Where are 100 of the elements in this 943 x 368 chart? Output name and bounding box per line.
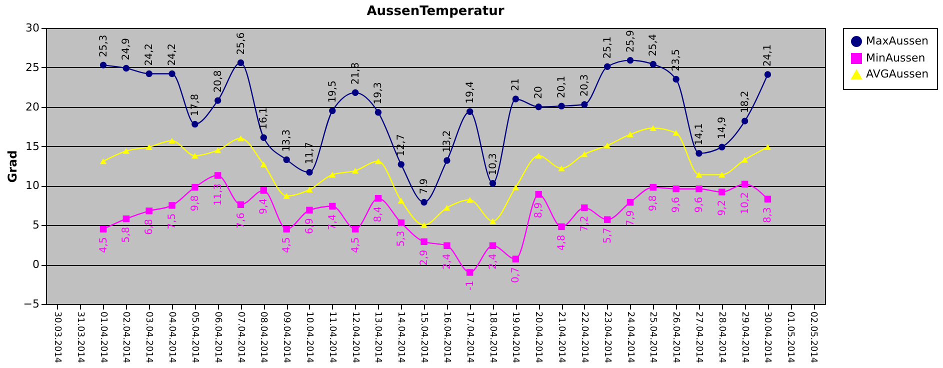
point bbox=[420, 198, 428, 206]
point bbox=[466, 197, 474, 203]
point bbox=[192, 184, 198, 191]
data-label: 6,8 bbox=[144, 218, 156, 235]
point bbox=[535, 152, 542, 159]
y-tick-label: 30 bbox=[26, 22, 40, 34]
point bbox=[581, 101, 588, 108]
data-label: 9,6 bbox=[694, 196, 705, 213]
x-tick-label: 28.04.2014 bbox=[716, 312, 726, 364]
data-label: 14,1 bbox=[694, 123, 705, 146]
point bbox=[192, 152, 198, 159]
x-tick-label: 13.04.2014 bbox=[372, 312, 383, 364]
point bbox=[260, 162, 268, 168]
point bbox=[581, 204, 588, 212]
point bbox=[741, 118, 748, 124]
point bbox=[489, 218, 496, 224]
point bbox=[398, 219, 404, 226]
point bbox=[672, 186, 680, 192]
y-tick-label: −5 bbox=[23, 298, 40, 310]
data-label: 13,3 bbox=[282, 129, 293, 152]
point bbox=[718, 144, 726, 150]
point bbox=[512, 256, 520, 262]
data-label: 25,1 bbox=[602, 36, 614, 59]
data-label: 7,5 bbox=[167, 213, 178, 230]
point bbox=[283, 156, 290, 164]
point bbox=[237, 201, 244, 208]
point bbox=[604, 142, 611, 148]
point bbox=[718, 172, 726, 178]
point bbox=[672, 76, 680, 83]
point bbox=[329, 107, 336, 114]
point bbox=[672, 130, 680, 136]
point bbox=[214, 147, 222, 154]
point bbox=[535, 104, 542, 110]
x-tick-label: 12.04.2014 bbox=[350, 312, 360, 364]
data-label: 20 bbox=[534, 86, 545, 99]
point bbox=[306, 206, 313, 214]
data-label: 2,9 bbox=[419, 250, 430, 266]
data-label: 7,2 bbox=[579, 216, 590, 232]
data-label: 24,9 bbox=[121, 38, 132, 60]
x-tick-label: 10.04.2014 bbox=[304, 312, 314, 364]
data-label: 9,2 bbox=[716, 200, 728, 216]
point bbox=[122, 64, 130, 72]
y-tick-label: 25 bbox=[26, 60, 40, 74]
x-tick-label: 25.04.2014 bbox=[648, 312, 658, 364]
data-label: 24,2 bbox=[167, 43, 178, 66]
data-label: 11,7 bbox=[304, 142, 316, 164]
x-tick-label: 02.05.2014 bbox=[808, 312, 818, 364]
data-label: 9,4 bbox=[258, 198, 270, 214]
point bbox=[650, 125, 657, 132]
point bbox=[466, 108, 474, 115]
point bbox=[168, 70, 176, 78]
data-label: 24,1 bbox=[762, 44, 774, 67]
data-label: 19,4 bbox=[464, 81, 476, 104]
point bbox=[512, 184, 520, 190]
point bbox=[352, 89, 359, 96]
point bbox=[260, 187, 268, 194]
y-tick-label: 20 bbox=[26, 100, 40, 114]
point bbox=[696, 172, 702, 178]
x-tick-label: 24.04.2014 bbox=[624, 312, 635, 364]
data-label: 9,6 bbox=[671, 196, 682, 213]
data-label: 19,5 bbox=[327, 80, 338, 103]
point bbox=[512, 96, 520, 102]
point bbox=[444, 242, 450, 249]
point bbox=[329, 172, 336, 178]
x-tick-label: 18.04.2014 bbox=[487, 312, 498, 364]
point bbox=[764, 196, 772, 202]
point bbox=[306, 186, 313, 193]
data-label: 25,6 bbox=[236, 32, 247, 55]
point bbox=[764, 71, 772, 78]
data-label: 4,5 bbox=[282, 237, 293, 253]
point bbox=[650, 184, 657, 191]
data-label: 10,3 bbox=[488, 153, 499, 176]
x-tick-label: 03.04.2014 bbox=[144, 312, 154, 364]
point bbox=[650, 60, 657, 68]
x-tick-label: 15.04.2014 bbox=[418, 312, 429, 364]
point bbox=[696, 150, 702, 157]
point bbox=[420, 238, 428, 246]
point bbox=[214, 172, 222, 179]
point bbox=[489, 180, 496, 187]
data-label: 11,3 bbox=[212, 183, 224, 206]
x-tick-label: 31.03.2014 bbox=[74, 312, 85, 364]
point bbox=[374, 109, 382, 116]
data-label: 13,2 bbox=[442, 130, 453, 152]
point bbox=[352, 226, 359, 232]
point bbox=[168, 202, 176, 209]
point bbox=[168, 138, 176, 144]
x-tick-label: 29.04.2014 bbox=[739, 312, 750, 364]
point bbox=[398, 161, 404, 168]
data-label: 4,8 bbox=[556, 234, 568, 251]
x-tick-label: 21.04.2014 bbox=[556, 312, 566, 364]
point bbox=[146, 70, 152, 78]
point bbox=[444, 204, 450, 211]
point bbox=[626, 56, 634, 64]
point bbox=[696, 186, 702, 192]
x-tick-label: 01.04.2014 bbox=[98, 312, 108, 364]
data-label: 14,9 bbox=[716, 116, 728, 140]
data-label: 0,7 bbox=[510, 267, 522, 283]
point bbox=[214, 97, 222, 104]
point bbox=[283, 193, 290, 199]
point bbox=[306, 168, 313, 176]
